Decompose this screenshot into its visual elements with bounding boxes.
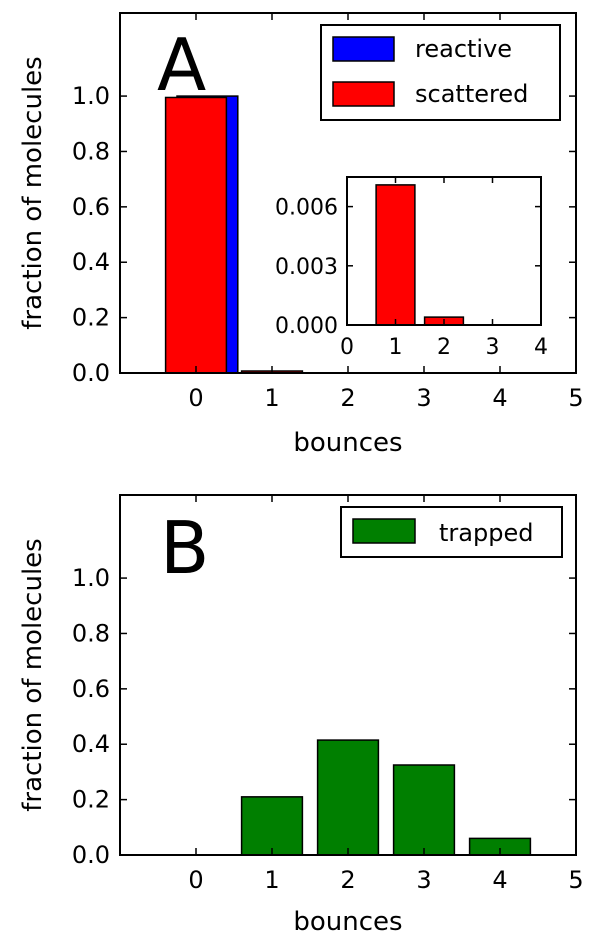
inset-y-tick-label: 0.000 — [275, 314, 338, 339]
inset-x-tick-label: 0 — [340, 335, 354, 360]
panel-a-y-tick-label: 1.0 — [72, 82, 110, 110]
legend-label-scattered: scattered — [415, 80, 528, 108]
panel-b-x-axis-label: bounces — [293, 907, 402, 937]
inset-x-tick-label: 3 — [486, 335, 500, 360]
panel-b-y-axis-label: fraction of molecules — [18, 538, 48, 811]
panel-a-x-tick-label: 4 — [492, 384, 507, 412]
panel-b-y-ticks: 0.0 0.2 0.4 0.6 0.8 1.0 — [72, 564, 576, 869]
panel-a-bars — [164, 95, 304, 374]
panel-a-x-tick-label: 2 — [340, 384, 355, 412]
panel-b-x-tick-label: 4 — [492, 866, 507, 894]
inset-x-tick-label: 4 — [534, 335, 548, 360]
inset-y-tick-label: 0.006 — [275, 196, 338, 221]
inset-x-tick-label: 1 — [389, 335, 403, 360]
panel-a-y-axis-label: fraction of molecules — [18, 56, 48, 329]
inset-x-tick-label: 2 — [437, 335, 451, 360]
panel-b: 0 1 2 3 4 5 0.0 0.2 0.4 0.6 0.8 1.0 B bounces frac… — [18, 494, 584, 937]
panel-b-x-tick-label: 1 — [264, 866, 279, 894]
panel-a-x-tick-label: 1 — [264, 384, 279, 412]
panel-a-y-tick-label: 0.0 — [72, 359, 110, 387]
panel-a-inset: 0 1 2 3 4 0.000 0.003 0.006 — [275, 176, 548, 360]
legend-swatch-scattered — [332, 81, 395, 107]
panel-a-y-tick-label: 0.4 — [72, 248, 110, 276]
panel-b-bar-trapped-3 — [392, 764, 456, 856]
panel-b-x-tick-label: 5 — [568, 866, 583, 894]
legend-swatch-trapped — [352, 518, 416, 544]
panel-b-legend: trapped — [340, 506, 563, 558]
inset-y-ticks: 0.000 0.003 0.006 — [275, 196, 541, 339]
panel-a-legend: reactive scattered — [320, 24, 561, 121]
panel-a-y-tick-label: 0.8 — [72, 137, 110, 165]
panel-b-bars — [240, 739, 532, 856]
panel-b-bar-trapped-2 — [316, 739, 380, 856]
panel-b-x-tick-label: 0 — [188, 866, 203, 894]
panel-a-x-tick-label: 3 — [416, 384, 431, 412]
inset-bar-scattered-1 — [375, 184, 416, 326]
panel-a-y-tick-label: 0.2 — [72, 304, 110, 332]
inset-bars — [375, 184, 465, 326]
panel-b-bar-trapped-1 — [240, 796, 304, 856]
panel-b-y-tick-label: 0.4 — [72, 730, 110, 758]
inset-x-ticks: 0 1 2 3 4 — [340, 177, 548, 360]
panel-b-y-tick-label: 1.0 — [72, 564, 110, 592]
panel-b-x-tick-label: 3 — [416, 866, 431, 894]
panel-b-x-tick-label: 2 — [340, 866, 355, 894]
panel-b-y-tick-label: 0.6 — [72, 675, 110, 703]
panel-a-bar-scattered-0 — [164, 96, 228, 374]
inset-y-tick-label: 0.003 — [275, 255, 338, 280]
legend-label-reactive: reactive — [415, 35, 512, 63]
legend-swatch-reactive — [332, 36, 395, 62]
panel-a-y-tick-label: 0.6 — [72, 193, 110, 221]
panel-b-x-ticks: 0 1 2 3 4 5 — [188, 495, 584, 894]
panel-a-letter: A — [157, 23, 206, 107]
panel-b-letter: B — [160, 506, 209, 590]
panel-a-x-tick-label: 0 — [188, 384, 203, 412]
panel-b-y-tick-label: 0.8 — [72, 619, 110, 647]
panel-b-y-tick-label: 0.2 — [72, 786, 110, 814]
legend-label-trapped: trapped — [439, 519, 533, 547]
panel-a-x-tick-label: 5 — [568, 384, 583, 412]
panel-b-y-tick-label: 0.0 — [72, 841, 110, 869]
panel-a-x-axis-label: bounces — [293, 428, 402, 458]
panel-a-y-ticks: 0.0 0.2 0.4 0.6 0.8 1.0 — [72, 82, 576, 387]
